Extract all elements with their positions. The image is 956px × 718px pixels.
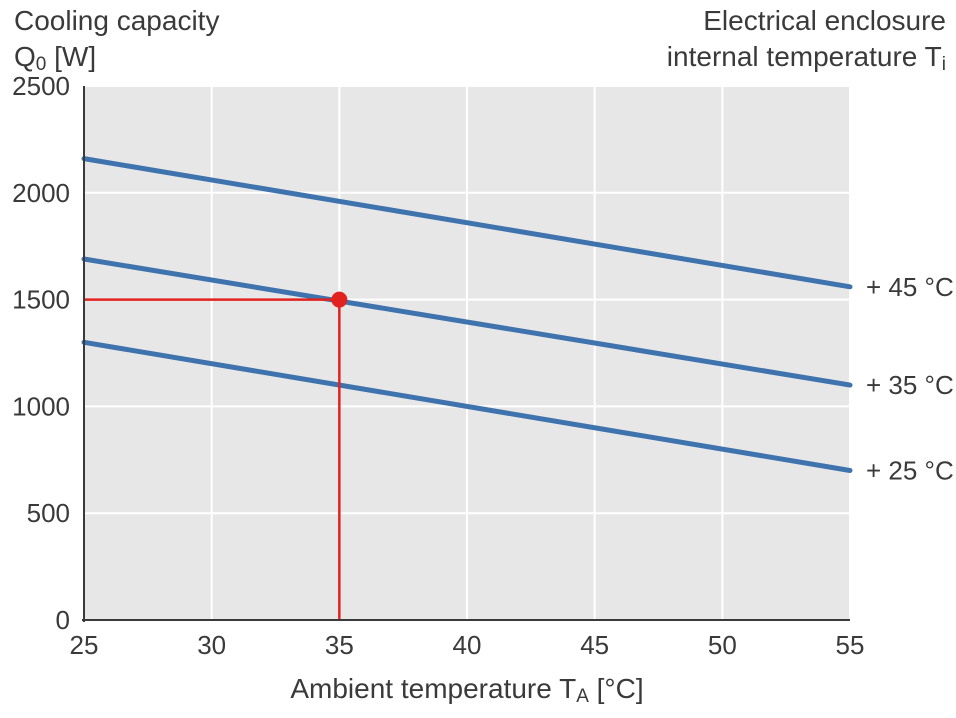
- y-tick-label: 1500: [12, 285, 70, 315]
- right-title-line1: Electrical enclosure: [703, 5, 946, 36]
- y-axis-title-line1: Cooling capacity: [14, 5, 219, 36]
- y-tick-label: 500: [27, 498, 70, 528]
- x-tick-label: 50: [708, 630, 737, 660]
- cooling-capacity-chart: 25 30 35 40 45 50 55 0 500 1000 1500 2000 2500 + 45 °…: [0, 0, 956, 718]
- right-title-line2: internal temperature Ti: [667, 41, 946, 75]
- y-axis-title-line2: Q0 [W]: [14, 41, 96, 75]
- y-tick-label: 0: [56, 605, 70, 635]
- x-tick-label: 25: [70, 630, 99, 660]
- series-label: + 45 °C: [866, 272, 954, 302]
- x-tick-label: 45: [580, 630, 609, 660]
- y-tick-label: 2000: [12, 178, 70, 208]
- x-tick-label: 40: [453, 630, 482, 660]
- y-tick-label: 2500: [12, 71, 70, 101]
- plot-area: [84, 86, 850, 620]
- marker-point: [331, 292, 347, 308]
- series-label: + 35 °C: [866, 370, 954, 400]
- x-axis-title: Ambient temperature TA [°C]: [290, 673, 643, 707]
- x-tick-label: 35: [325, 630, 354, 660]
- x-tick-label: 55: [836, 630, 865, 660]
- series-label: + 25 °C: [866, 455, 954, 485]
- x-tick-label: 30: [197, 630, 226, 660]
- y-tick-label: 1000: [12, 391, 70, 421]
